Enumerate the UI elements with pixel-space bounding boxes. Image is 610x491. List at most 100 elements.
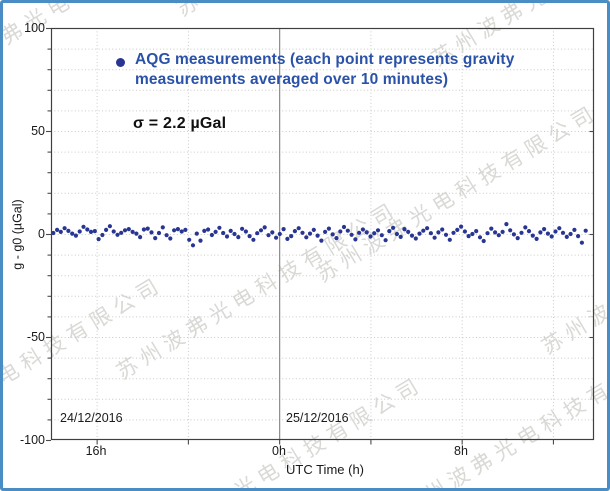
data-point — [504, 222, 509, 227]
data-point — [62, 226, 67, 231]
data-point — [92, 229, 97, 234]
data-point — [134, 231, 139, 236]
data-point — [175, 227, 180, 232]
data-point — [557, 226, 562, 231]
data-point — [240, 226, 245, 231]
data-point — [338, 229, 343, 234]
data-point — [251, 237, 256, 242]
data-point — [100, 232, 105, 238]
data-point — [477, 235, 483, 240]
data-point — [413, 236, 418, 241]
data-point — [576, 234, 581, 239]
data-point — [421, 228, 426, 233]
data-point — [224, 234, 230, 239]
data-point — [111, 229, 116, 234]
data-point — [217, 225, 222, 230]
data-point — [436, 230, 441, 235]
data-point — [70, 231, 75, 236]
data-point — [247, 234, 252, 239]
data-point — [221, 230, 226, 236]
data-point — [104, 227, 109, 232]
data-point — [372, 231, 377, 236]
data-point — [440, 227, 445, 232]
y-tick-label: 50 — [31, 124, 45, 138]
data-point — [194, 231, 199, 236]
y-axis-title: g - g0 (µGal) — [10, 199, 25, 270]
data-point — [232, 231, 237, 237]
data-point — [357, 230, 362, 235]
data-point — [149, 230, 154, 235]
data-point — [77, 229, 82, 234]
data-point — [228, 228, 233, 233]
data-point — [496, 233, 501, 238]
data-point — [289, 234, 294, 239]
scatter-plot — [46, 27, 595, 445]
data-point — [206, 227, 211, 232]
data-point — [387, 229, 392, 234]
data-point — [345, 228, 350, 233]
data-point — [383, 238, 388, 243]
data-point — [545, 231, 551, 236]
data-point — [526, 229, 532, 234]
data-point — [164, 233, 169, 238]
data-point — [304, 235, 309, 240]
data-point — [549, 234, 554, 239]
data-point — [489, 226, 494, 231]
data-point — [560, 230, 566, 235]
data-point — [190, 243, 196, 248]
data-point — [315, 233, 320, 238]
data-point — [406, 229, 411, 234]
data-point — [375, 228, 381, 233]
legend-label: AQG measurements (each point represents … — [135, 51, 515, 88]
data-point — [277, 231, 282, 237]
data-point — [451, 230, 456, 235]
data-point — [307, 231, 313, 236]
data-point — [425, 226, 430, 231]
y-tick-label: 0 — [38, 227, 45, 241]
data-point — [51, 230, 56, 236]
data-point — [323, 229, 328, 234]
data-point — [462, 229, 467, 234]
data-point — [349, 232, 354, 237]
data-point — [145, 226, 150, 231]
data-point — [81, 224, 86, 229]
data-point — [107, 224, 112, 229]
data-point — [519, 230, 524, 235]
data-point — [141, 227, 146, 232]
data-point — [530, 233, 535, 238]
sigma-annotation: σ = 2.2 µGal — [133, 115, 227, 132]
data-point — [73, 233, 78, 238]
data-point — [153, 236, 158, 241]
data-point — [493, 230, 498, 235]
data-point — [402, 227, 407, 232]
y-tick-label: 100 — [24, 21, 45, 35]
data-point — [341, 224, 347, 230]
data-point — [364, 230, 369, 235]
y-tick-label: -100 — [19, 433, 45, 447]
x-tick-label: 16h — [85, 444, 107, 458]
data-point — [285, 236, 290, 241]
data-point — [417, 231, 422, 236]
data-point — [96, 237, 101, 242]
data-point — [198, 238, 203, 243]
data-point — [115, 232, 120, 237]
x-tick-label: 8h — [454, 444, 468, 458]
y-tick-label: -50 — [26, 330, 45, 344]
data-point — [122, 228, 128, 233]
data-point — [187, 237, 192, 242]
date-annotation-left: 24/12/2016 — [60, 411, 123, 425]
data-point — [292, 229, 297, 234]
data-point — [534, 236, 539, 241]
data-point — [270, 230, 275, 235]
data-point — [500, 229, 505, 234]
x-tick-label: 0h — [272, 444, 286, 458]
data-point — [311, 227, 316, 232]
data-point — [319, 238, 324, 243]
data-point — [459, 224, 464, 229]
data-point — [330, 232, 335, 237]
data-point — [55, 227, 60, 232]
data-point — [353, 237, 358, 242]
data-point — [583, 228, 588, 233]
data-point — [542, 227, 547, 232]
legend-marker-dot — [116, 58, 125, 67]
